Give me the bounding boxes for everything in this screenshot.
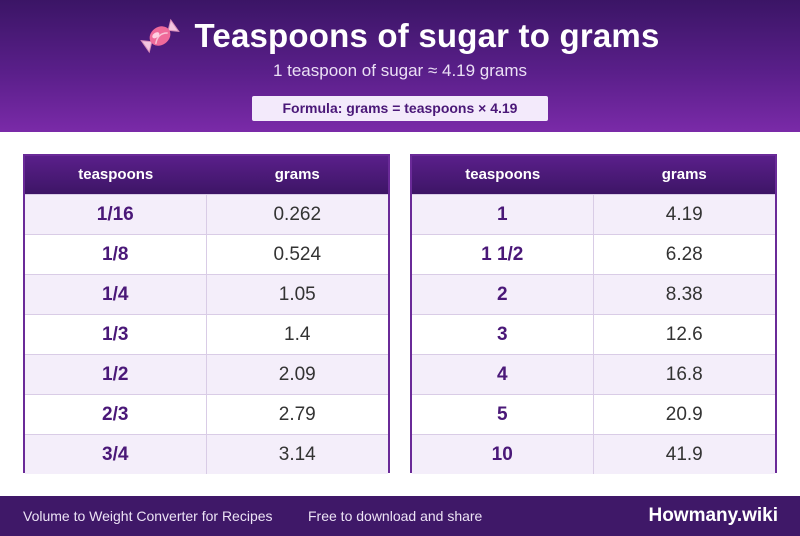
- teaspoons-cell: 1 1/2: [412, 235, 594, 274]
- table-row: 5 20.9: [412, 394, 775, 434]
- column-header-grams: grams: [661, 166, 707, 183]
- table-row: 3/4 3.14: [25, 434, 388, 474]
- teaspoons-cell: 1/3: [25, 315, 207, 354]
- grams-cell: 1.05: [278, 284, 316, 305]
- teaspoons-cell: 5: [412, 395, 594, 434]
- conversion-table-left: teaspoons grams 1/16 0.262 1/8 0.524 1/4 1.…: [23, 154, 390, 474]
- grams-cell: 20.9: [665, 404, 703, 425]
- grams-cell: 12.6: [665, 324, 703, 345]
- teaspoons-cell: 1/4: [25, 275, 207, 314]
- table-row: 3 12.6: [412, 314, 775, 354]
- grams-cell: 1.4: [284, 324, 311, 345]
- grams-cell: 8.38: [665, 284, 703, 305]
- teaspoons-cell: 2/3: [25, 395, 207, 434]
- formula-badge: Formula: grams = teaspoons × 4.19: [252, 96, 548, 121]
- grams-cell: 4.19: [665, 204, 703, 225]
- table-row: 4 16.8: [412, 354, 775, 394]
- footer-share-note: Free to download and share: [308, 508, 483, 524]
- table-row: 1/3 1.4: [25, 314, 388, 354]
- grams-cell: 41.9: [665, 444, 703, 465]
- grams-cell: 2.09: [278, 364, 316, 385]
- grams-cell: 2.79: [278, 404, 316, 425]
- teaspoons-cell: 4: [412, 355, 594, 394]
- table-row: 1/2 2.09: [25, 354, 388, 394]
- teaspoons-cell: 3: [412, 315, 594, 354]
- teaspoons-cell: 10: [412, 435, 594, 474]
- table-body: 1 4.19 1 1/2 6.28 2 8.38 3 12.6 4 16.8 5 20.9 …: [412, 194, 775, 474]
- column-header-teaspoons: teaspoons: [78, 166, 154, 183]
- title-row: Teaspoons of sugar to grams: [0, 14, 800, 58]
- footer: Volume to Weight Converter for Recipes F…: [0, 496, 800, 536]
- grams-cell: 16.8: [665, 364, 703, 385]
- teaspoons-cell: 3/4: [25, 435, 207, 474]
- brand-logo: Howmany.wiki: [648, 505, 778, 526]
- grams-cell: 3.14: [278, 444, 316, 465]
- grams-cell: 6.28: [665, 244, 703, 265]
- column-header-grams: grams: [274, 166, 320, 183]
- page-title: Teaspoons of sugar to grams: [194, 17, 660, 54]
- table-row: 1 4.19: [412, 194, 775, 234]
- teaspoons-cell: 1/2: [25, 355, 207, 394]
- candy-icon: [140, 18, 181, 54]
- footer-converter-title: Volume to Weight Converter for Recipes: [23, 508, 273, 524]
- teaspoons-cell: 1/16: [25, 195, 207, 234]
- table-body: 1/16 0.262 1/8 0.524 1/4 1.05 1/3 1.4 1/2 2.0…: [25, 194, 388, 474]
- grams-cell: 0.262: [273, 204, 322, 225]
- table-header: teaspoons grams: [412, 156, 775, 194]
- table-row: 2/3 2.79: [25, 394, 388, 434]
- teaspoons-cell: 2: [412, 275, 594, 314]
- table-row: 10 41.9: [412, 434, 775, 474]
- teaspoons-cell: 1: [412, 195, 594, 234]
- table-row: 1 1/2 6.28: [412, 234, 775, 274]
- table-row: 1/8 0.524: [25, 234, 388, 274]
- header: Teaspoons of sugar to grams 1 teaspoon o…: [0, 0, 800, 132]
- table-row: 2 8.38: [412, 274, 775, 314]
- table-header: teaspoons grams: [25, 156, 388, 194]
- grams-cell: 0.524: [273, 244, 322, 265]
- table-row: 1/4 1.05: [25, 274, 388, 314]
- table-row: 1/16 0.262: [25, 194, 388, 234]
- column-header-teaspoons: teaspoons: [465, 166, 541, 183]
- teaspoons-cell: 1/8: [25, 235, 207, 274]
- page-subtitle: 1 teaspoon of sugar ≈ 4.19 grams: [272, 61, 528, 80]
